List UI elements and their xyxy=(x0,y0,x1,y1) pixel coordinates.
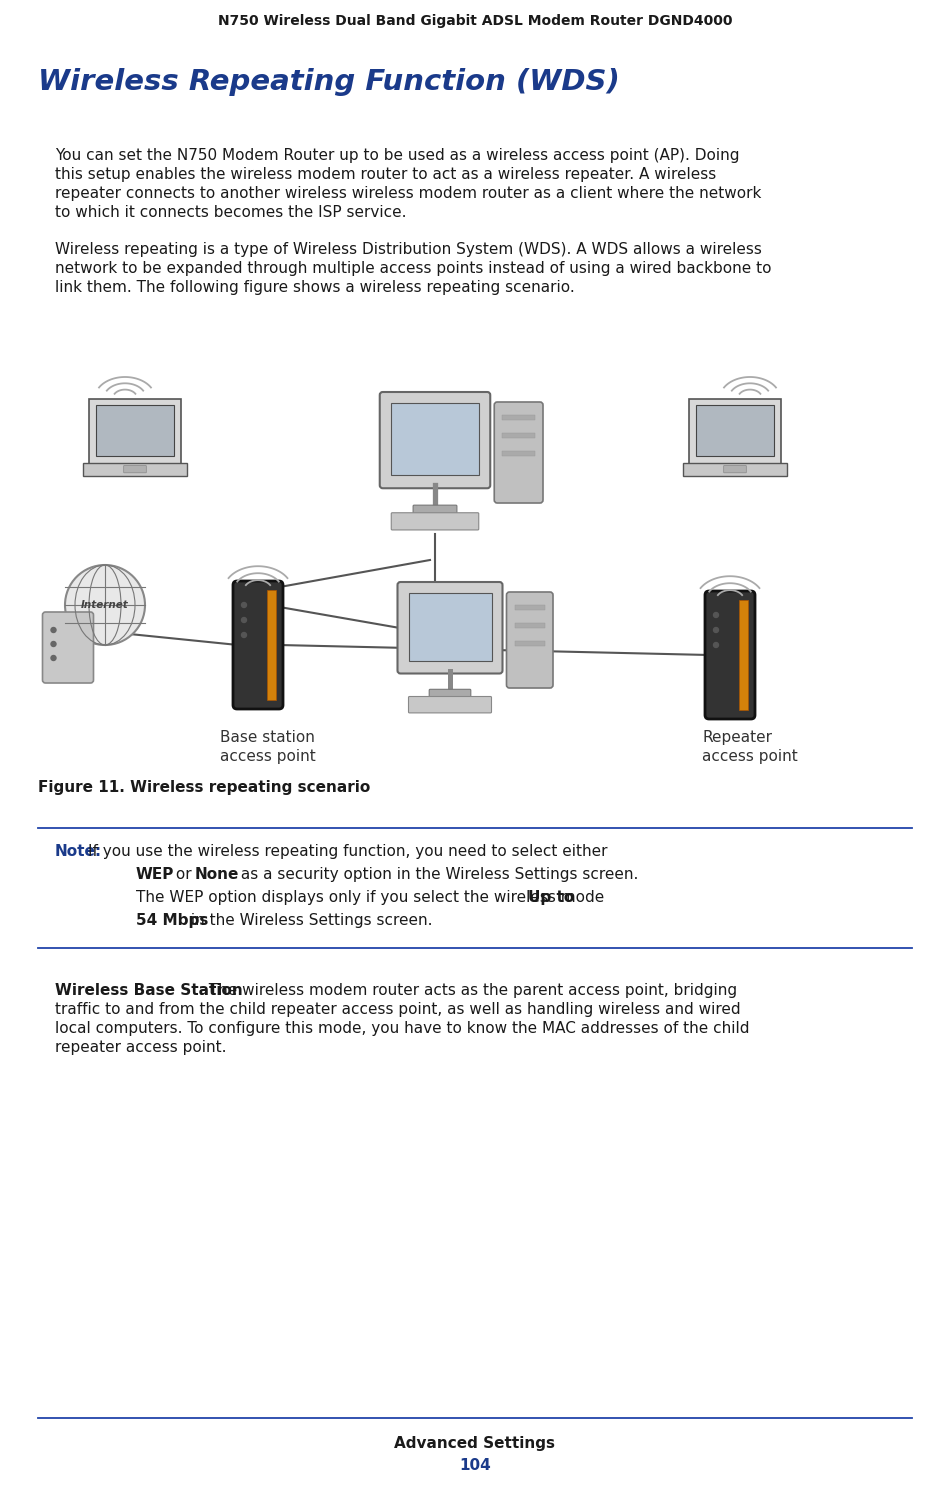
Text: in the Wireless Settings screen.: in the Wireless Settings screen. xyxy=(186,913,432,928)
FancyBboxPatch shape xyxy=(506,592,553,688)
FancyBboxPatch shape xyxy=(267,589,276,700)
FancyBboxPatch shape xyxy=(689,398,781,464)
FancyBboxPatch shape xyxy=(503,433,535,439)
FancyBboxPatch shape xyxy=(408,592,491,661)
Text: repeater access point.: repeater access point. xyxy=(55,1040,226,1055)
FancyBboxPatch shape xyxy=(124,466,146,473)
Text: network to be expanded through multiple access points instead of using a wired b: network to be expanded through multiple … xyxy=(55,261,771,276)
Text: Up to: Up to xyxy=(527,891,574,906)
Text: Internet: Internet xyxy=(81,600,129,610)
Circle shape xyxy=(51,628,56,633)
FancyBboxPatch shape xyxy=(380,392,490,488)
Circle shape xyxy=(713,613,718,618)
FancyBboxPatch shape xyxy=(696,404,774,457)
Text: . The wireless modem router acts as the parent access point, bridging: . The wireless modem router acts as the … xyxy=(199,983,737,998)
Text: Figure 11. Wireless repeating scenario: Figure 11. Wireless repeating scenario xyxy=(38,780,371,795)
FancyBboxPatch shape xyxy=(390,403,479,476)
FancyBboxPatch shape xyxy=(705,591,755,719)
FancyBboxPatch shape xyxy=(503,415,535,421)
Text: or: or xyxy=(171,867,197,882)
FancyBboxPatch shape xyxy=(515,624,545,628)
FancyBboxPatch shape xyxy=(89,398,181,464)
FancyBboxPatch shape xyxy=(494,401,543,503)
Text: traffic to and from the child repeater access point, as well as handling wireles: traffic to and from the child repeater a… xyxy=(55,1003,741,1018)
FancyBboxPatch shape xyxy=(43,612,93,683)
Circle shape xyxy=(241,633,246,637)
Circle shape xyxy=(713,643,718,648)
Text: Wireless repeating is a type of Wireless Distribution System (WDS). A WDS allows: Wireless repeating is a type of Wireless… xyxy=(55,242,762,257)
Text: Wireless Base Station: Wireless Base Station xyxy=(55,983,243,998)
Text: repeater connects to another wireless wireless modem router as a client where th: repeater connects to another wireless wi… xyxy=(55,186,761,201)
Text: Note:: Note: xyxy=(55,844,103,859)
Text: access point: access point xyxy=(702,749,798,764)
Text: local computers. To configure this mode, you have to know the MAC addresses of t: local computers. To configure this mode,… xyxy=(55,1021,750,1035)
Circle shape xyxy=(51,655,56,661)
Text: Repeater: Repeater xyxy=(702,730,772,745)
FancyBboxPatch shape xyxy=(233,580,283,709)
Text: this setup enables the wireless modem router to act as a wireless repeater. A wi: this setup enables the wireless modem ro… xyxy=(55,167,716,182)
FancyBboxPatch shape xyxy=(515,604,545,610)
Text: None: None xyxy=(195,867,239,882)
Text: to which it connects becomes the ISP service.: to which it connects becomes the ISP ser… xyxy=(55,204,407,219)
Circle shape xyxy=(51,642,56,646)
Text: link them. The following figure shows a wireless repeating scenario.: link them. The following figure shows a … xyxy=(55,280,575,295)
Text: WEP: WEP xyxy=(136,867,175,882)
FancyBboxPatch shape xyxy=(96,404,174,457)
FancyBboxPatch shape xyxy=(724,466,747,473)
Circle shape xyxy=(241,603,246,607)
FancyBboxPatch shape xyxy=(683,463,787,476)
Text: If you use the wireless repeating function, you need to select either: If you use the wireless repeating functi… xyxy=(88,844,607,859)
FancyBboxPatch shape xyxy=(408,697,491,713)
Text: You can set the N750 Modem Router up to be used as a wireless access point (AP).: You can set the N750 Modem Router up to … xyxy=(55,148,739,163)
Text: 54 Mbps: 54 Mbps xyxy=(136,913,208,928)
Text: Advanced Settings: Advanced Settings xyxy=(394,1435,556,1452)
Text: as a security option in the Wireless Settings screen.: as a security option in the Wireless Set… xyxy=(236,867,638,882)
FancyBboxPatch shape xyxy=(429,689,471,698)
FancyBboxPatch shape xyxy=(739,600,748,710)
Circle shape xyxy=(713,628,718,633)
FancyBboxPatch shape xyxy=(515,642,545,646)
FancyBboxPatch shape xyxy=(397,582,503,673)
Text: Wireless Repeating Function (WDS): Wireless Repeating Function (WDS) xyxy=(38,69,619,95)
Text: 104: 104 xyxy=(459,1458,491,1473)
Circle shape xyxy=(241,618,246,622)
FancyBboxPatch shape xyxy=(413,506,457,513)
FancyBboxPatch shape xyxy=(83,463,187,476)
FancyBboxPatch shape xyxy=(503,451,535,457)
Text: N750 Wireless Dual Band Gigabit ADSL Modem Router DGND4000: N750 Wireless Dual Band Gigabit ADSL Mod… xyxy=(218,13,732,28)
Text: Base station: Base station xyxy=(220,730,314,745)
Text: access point: access point xyxy=(220,749,315,764)
FancyBboxPatch shape xyxy=(391,513,479,530)
Circle shape xyxy=(65,565,145,645)
Text: The WEP option displays only if you select the wireless mode: The WEP option displays only if you sele… xyxy=(136,891,609,906)
